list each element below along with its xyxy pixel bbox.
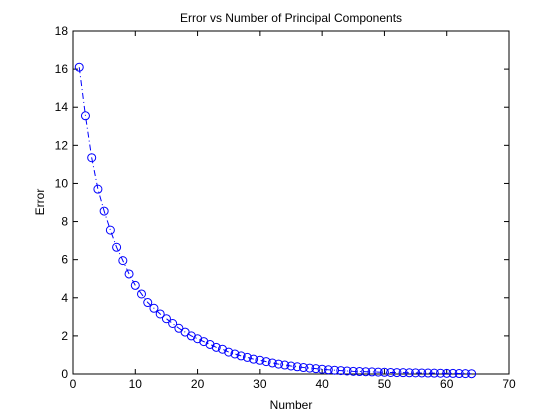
x-tick-label: 50: [378, 377, 392, 391]
data-point: [435, 368, 445, 378]
chart-title: Error vs Number of Principal Components: [180, 11, 402, 25]
data-point: [193, 334, 203, 344]
data-point: [255, 355, 265, 365]
data-point: [217, 344, 227, 354]
data-point: [205, 339, 215, 349]
data-point: [367, 367, 377, 377]
data-point: [423, 368, 433, 378]
y-tick-label: 16: [55, 62, 69, 76]
x-axis: 0 10 20 30 40 50 60 70: [70, 31, 516, 391]
data-point: [417, 368, 427, 378]
data-point: [105, 225, 115, 235]
data-point: [311, 364, 321, 374]
y-tick-label: 8: [61, 215, 68, 229]
data-point: [373, 367, 383, 377]
data-point: [429, 368, 439, 378]
y-tick-label: 2: [61, 329, 68, 343]
data-point: [454, 369, 464, 379]
data-point: [404, 368, 414, 378]
x-tick-label: 70: [502, 377, 516, 391]
y-tick-label: 14: [55, 100, 69, 114]
data-point: [261, 357, 271, 367]
x-tick-label: 10: [129, 377, 143, 391]
data-point: [467, 369, 477, 379]
plot-area: [72, 30, 510, 375]
data-point: [130, 280, 140, 290]
y-tick-label: 4: [61, 291, 68, 305]
y-tick-label: 0: [61, 367, 68, 381]
data-point: [317, 364, 327, 374]
data-point: [242, 352, 252, 362]
data-point: [224, 347, 234, 357]
data-point: [460, 369, 470, 379]
data-point: [155, 309, 165, 319]
data-point: [80, 111, 90, 121]
data-point: [305, 363, 315, 373]
series-line: [78, 67, 472, 375]
data-point: [186, 331, 196, 341]
x-axis-label: Number: [270, 398, 313, 412]
data-point: [99, 206, 109, 216]
data-point: [286, 361, 296, 371]
x-tick-label: 30: [253, 377, 267, 391]
data-point: [355, 367, 365, 377]
data-point: [143, 298, 153, 308]
data-point: [336, 366, 346, 376]
data-point: [342, 366, 352, 376]
x-tick-label: 0: [70, 377, 77, 391]
data-point: [292, 362, 302, 372]
data-point: [267, 358, 277, 368]
x-tick-label: 20: [191, 377, 205, 391]
data-point: [199, 337, 209, 347]
data-point: [149, 303, 159, 313]
data-point: [249, 354, 259, 364]
data-point: [161, 314, 171, 324]
x-tick-label: 40: [315, 377, 329, 391]
data-point: [448, 368, 458, 378]
y-tick-label: 12: [55, 138, 69, 152]
data-point: [118, 256, 128, 266]
y-tick-label: 18: [55, 24, 69, 38]
data-point: [298, 363, 308, 373]
data-point: [348, 366, 358, 376]
data-point: [124, 269, 134, 279]
data-point: [236, 351, 246, 361]
y-tick-label: 6: [61, 253, 68, 267]
data-point: [280, 360, 290, 370]
data-point: [379, 367, 389, 377]
y-tick-label: 10: [55, 176, 69, 190]
data-point: [211, 342, 221, 352]
data-point: [361, 367, 371, 377]
y-axis-label: Error: [33, 189, 47, 216]
data-point: [112, 242, 122, 252]
data-point: [230, 349, 240, 359]
data-point: [137, 289, 147, 299]
data-point: [411, 368, 421, 378]
data-point: [93, 184, 103, 194]
y-axis: 0 2 4 6 8 10 12 14 16 18: [55, 24, 509, 381]
data-point: [323, 365, 333, 375]
data-point: [74, 62, 84, 72]
data-point: [386, 367, 396, 377]
data-point: [274, 359, 284, 369]
data-point: [392, 368, 402, 378]
x-tick-label: 60: [440, 377, 454, 391]
series-markers: [74, 62, 477, 379]
data-point: [398, 368, 408, 378]
data-point: [330, 365, 340, 375]
data-point: [168, 319, 178, 328]
data-point: [442, 368, 452, 378]
data-point: [87, 153, 97, 163]
